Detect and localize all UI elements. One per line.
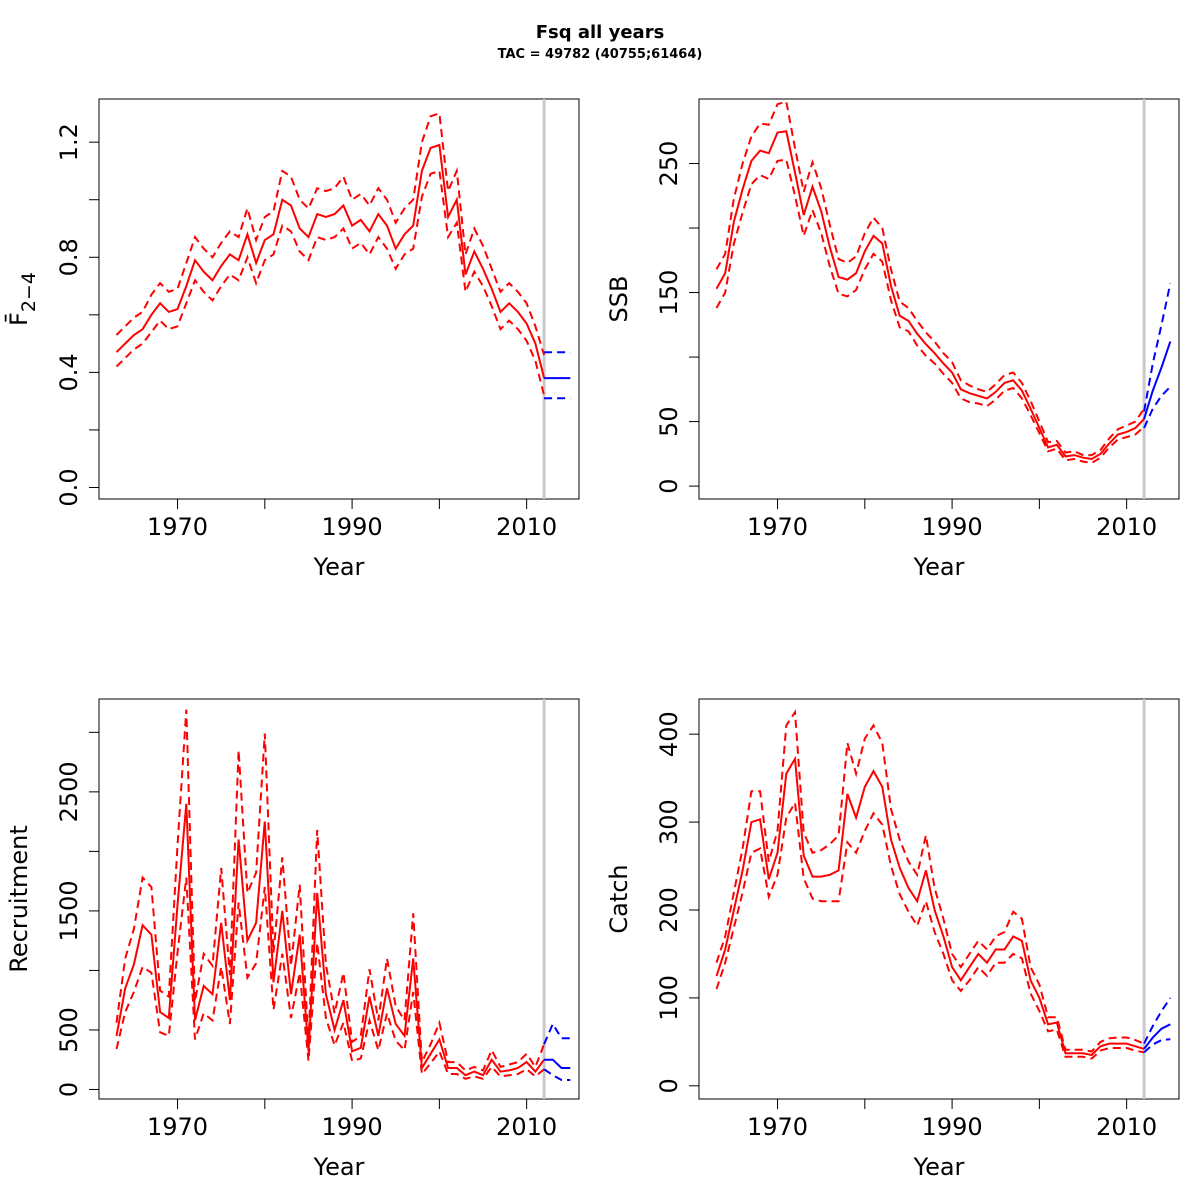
y-tick-label: 150 (655, 270, 683, 316)
y-axis-title: SSB (605, 276, 633, 323)
y-axis-title-main: Recruitment (5, 825, 33, 972)
y-axis-title: Recruitment (5, 825, 33, 972)
estimate-line (715, 130, 1145, 461)
estimate-lower-ci-line (115, 169, 546, 396)
plot-frame (98, 98, 580, 500)
y-axis-title-subscript: 2−4 (18, 272, 40, 312)
x-tick-label: 1990 (922, 513, 983, 541)
plot-frame (98, 698, 580, 1100)
x-tick-label: 1970 (147, 513, 208, 541)
x-tick-label: 2010 (1096, 1113, 1157, 1141)
x-tick-label: 1970 (147, 1113, 208, 1141)
estimate-line (115, 803, 545, 1077)
y-axis-title: F̄2−4 (4, 272, 40, 326)
y-tick-label: 200 (655, 887, 683, 933)
panel-top-right: 1970 1990 2010 0 50 150 250 Year SSB (605, 98, 1180, 581)
x-tick-label: 1970 (747, 513, 808, 541)
estimate-lower-ci-line (115, 877, 545, 1080)
y-axis-title-main: Catch (605, 864, 633, 933)
forecast-lower-ci-line (1143, 386, 1172, 429)
y-tick-label: 1.2 (55, 123, 83, 161)
y-tick-label: 0.8 (55, 238, 83, 276)
forecast-line (1143, 341, 1172, 420)
estimate-lower-ci-line (715, 799, 1145, 1060)
y-tick-label: 500 (55, 1007, 83, 1053)
x-axis-title: Year (913, 1153, 965, 1181)
y-tick-label: 300 (655, 799, 683, 845)
forecast-upper-ci-line (1143, 997, 1172, 1045)
estimate-line (115, 143, 546, 379)
estimate-upper-ci-line (715, 709, 1145, 1053)
y-tick-label: 2500 (55, 761, 83, 822)
y-tick-label: 50 (655, 406, 683, 437)
chart-subtitle: TAC = 49782 (40755;61464) (497, 47, 703, 62)
x-axis-title: Year (313, 1153, 365, 1181)
forecast-upper-ci-line (1143, 283, 1172, 412)
estimate-upper-ci-line (115, 112, 546, 356)
y-axis-title-main: SSB (605, 276, 633, 323)
plot-frame (698, 98, 1180, 500)
y-axis-title-main: F̄ (4, 312, 33, 326)
x-tick-label: 2010 (496, 513, 557, 541)
x-tick-label: 1990 (322, 1113, 383, 1141)
forecast-line (1143, 1023, 1171, 1050)
estimate-upper-ci-line (115, 709, 546, 1072)
plot-frame (698, 698, 1180, 1100)
y-tick-label: 0.4 (55, 353, 83, 391)
y-tick-label: 0 (55, 1082, 83, 1097)
panel-top-left: 1970 1990 2010 0.0 0.4 0.8 1.2 Year F̄2−4 (4, 98, 580, 581)
x-tick-label: 2010 (496, 1113, 557, 1141)
y-tick-label: 1500 (55, 880, 83, 941)
y-tick-label: 250 (655, 141, 683, 187)
estimate-lower-ci-line (715, 158, 1145, 464)
y-tick-label: 0.0 (55, 468, 83, 506)
y-tick-label: 400 (655, 711, 683, 757)
y-tick-label: 0 (655, 1078, 683, 1093)
forecast-lower-ci-line (1143, 1038, 1171, 1054)
panel-bottom-right: 1970 1990 2010 0 100 200 300 400 Year Catch (605, 698, 1180, 1181)
y-axis-title: Catch (605, 864, 633, 933)
estimate-upper-ci-line (715, 100, 1145, 457)
y-tick-label: 0 (655, 478, 683, 493)
estimate-line (715, 755, 1145, 1057)
chart-title: Fsq all years (535, 22, 665, 43)
x-axis-title: Year (313, 553, 365, 581)
x-tick-label: 2010 (1096, 513, 1157, 541)
forecast-line (544, 1058, 571, 1069)
forecast-upper-ci-line (543, 1021, 571, 1045)
panel-bottom-left: 1970 1990 2010 0 500 1500 2500 Year Recruitment (5, 698, 580, 1181)
forecast-lower-ci-line (543, 1068, 571, 1081)
x-axis-title: Year (913, 553, 965, 581)
x-tick-label: 1990 (322, 513, 383, 541)
y-tick-label: 100 (655, 975, 683, 1021)
x-tick-label: 1970 (747, 1113, 808, 1141)
x-tick-label: 1990 (922, 1113, 983, 1141)
